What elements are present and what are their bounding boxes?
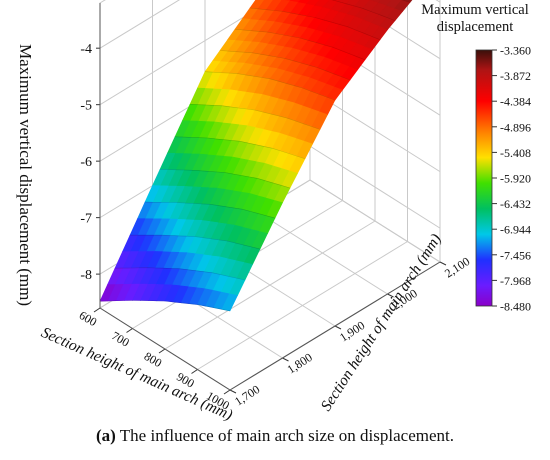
y-tick [439,261,447,266]
grid-line [99,0,273,106]
surface-mesh-line [130,234,261,250]
colorbar-tick-label: -7.968 [500,274,531,288]
x-axis-title: Section height of main arch (mm) [39,324,235,424]
colorbar-tick-label: -7.456 [500,248,531,262]
colorbar-tick-label: -3.360 [500,44,531,58]
grid-line [99,0,181,49]
colorbar-tick-label: -8.480 [500,300,531,314]
y-tick [334,325,342,330]
surface-mesh-line [189,104,321,130]
grid-line [309,145,441,229]
x-tick [191,369,198,374]
colorbar-tick-label: -6.944 [500,223,531,237]
surface-mesh-line [114,267,246,281]
axis-edge [229,261,441,391]
x-tick [93,307,101,313]
z-tick-label: -5 [80,99,92,114]
surface-mesh-line [174,136,306,159]
surface-patch [221,293,238,312]
surface-mesh-line [234,28,366,61]
surface-mesh-line [331,0,396,21]
x-tick [223,389,231,395]
surface-mesh-line [249,7,381,40]
colorbar-tick-label: -5.408 [500,146,531,160]
colorbar-tick-label: -5.920 [500,172,531,186]
y-tick-label: 2,100 [442,254,472,280]
colorbar-title: Maximum vertical displacement [421,2,529,35]
axis-edge [99,307,231,391]
z-tick-label: -8 [80,268,92,283]
y-axis-title: Section height of main arch (mm) [318,231,445,414]
y-tick [229,389,237,394]
colorbar-tick-label: -4.896 [500,120,531,134]
z-tick-label: -6 [80,155,92,170]
y-tick [282,357,289,362]
colorbar-tick-label: -3.872 [500,69,531,83]
surface-mesh-line [144,201,276,219]
z-tick-label: -7 [80,212,92,227]
surface-mesh-line [99,299,231,312]
surface-mesh-line [204,71,336,101]
colorbar [475,49,493,307]
y-tick [387,293,394,298]
figure-caption: (a) The influence of main arch size on d… [0,426,550,446]
colorbar-ticks: -3.360 -3.872 -4.384 -4.896 -5.408 -5.920 -6.4… [492,44,531,314]
z-tick-label: -4 [80,42,92,57]
x-tick [126,328,133,333]
x-tick [158,348,166,354]
z-axis-title: Maximum vertical displacement (mm) [16,44,35,306]
surface-plot [99,0,413,312]
colorbar-tick-label: -6.432 [500,197,531,211]
grid-line [257,211,388,295]
colorbar-tick-label: -4.384 [500,95,531,109]
surface-mesh-line [219,50,351,81]
caption-text: The influence of main arch size on displ… [115,426,454,445]
caption-label: (a) [96,426,116,445]
surface-mesh-line [159,169,291,189]
grid-line [309,179,441,263]
